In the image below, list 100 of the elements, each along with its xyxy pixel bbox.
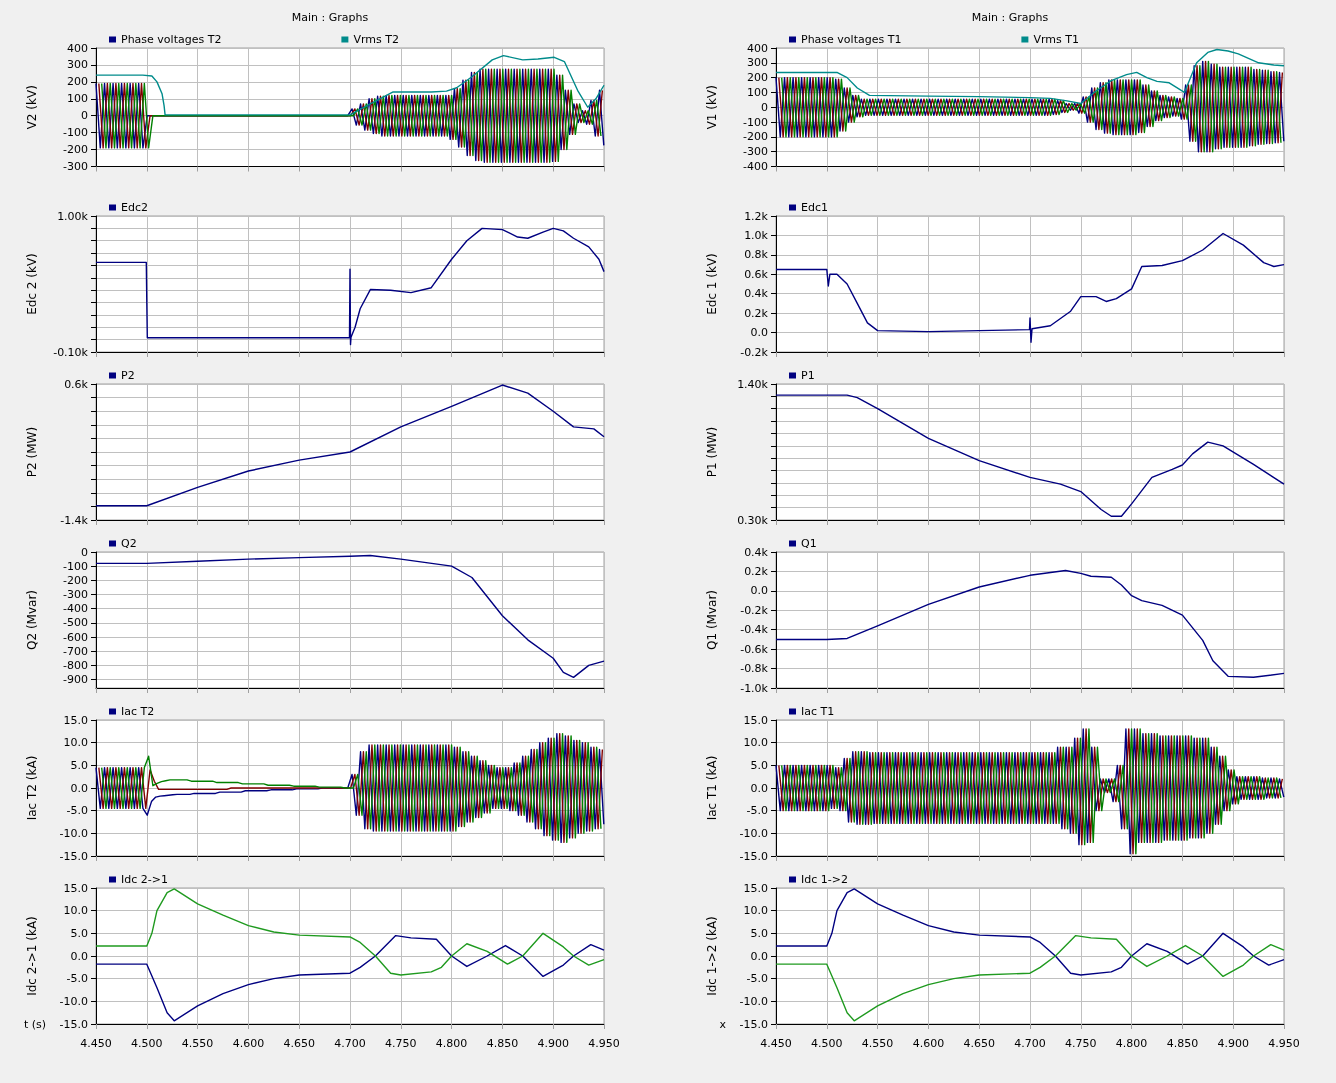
legend-label: Idc 2->1 <box>121 873 168 886</box>
y-tick-label: -800 <box>63 658 88 672</box>
y-tick-label: 0.30k <box>737 513 769 527</box>
y-tick-label: -15.0 <box>739 849 768 863</box>
y-tick-label: 0.0 <box>70 949 88 963</box>
y-tick-label: 15.0 <box>63 881 88 895</box>
y-tick-label: 0.6k <box>64 377 89 391</box>
x-tick-label: 4.500 <box>811 1037 843 1050</box>
y-tick-label: 1.00k <box>57 209 89 223</box>
y-tick-label: -1.4k <box>60 513 89 527</box>
legend-label: Iac T1 <box>801 705 835 718</box>
y-tick-label: -15.0 <box>59 849 88 863</box>
y-axis-title: Idc 2->1 (kA) <box>25 916 39 996</box>
y-tick-label: 200 <box>747 71 768 85</box>
x-tick-label: 4.600 <box>232 1037 265 1050</box>
y-tick-label: -15.0 <box>739 1017 768 1031</box>
y-tick-label: 10.0 <box>743 904 768 918</box>
y-tick-label: 100 <box>67 92 88 106</box>
y-tick-label: -100 <box>63 559 88 573</box>
y-tick-label: 10.0 <box>743 736 768 750</box>
y-tick-label: 1.2k <box>744 209 769 223</box>
y-axis-title: Iac T2 (kA) <box>25 755 39 821</box>
y-tick-label: 0.6k <box>744 267 769 281</box>
x-tick-label: 4.700 <box>1014 1037 1046 1050</box>
y-tick-label: 0.0 <box>70 781 88 795</box>
y-tick-label: 0 <box>81 109 88 123</box>
y-axis-title: V1 (kV) <box>705 85 719 130</box>
y-tick-label: -900 <box>63 673 88 686</box>
y-axis-title: Q1 (Mvar) <box>705 590 719 650</box>
y-axis-title: Q2 (Mvar) <box>25 590 39 650</box>
y-tick-label: -5.0 <box>746 804 768 818</box>
y-tick-label: -0.4k <box>740 623 769 637</box>
legend-label: Phase voltages T1 <box>801 33 902 46</box>
x-tick-label: 4.950 <box>1268 1037 1300 1050</box>
y-tick-label: -600 <box>63 630 88 644</box>
line-series <box>775 232 1285 343</box>
y-tick-label: 0 <box>761 100 768 114</box>
y-tick-label: -0.2k <box>740 345 769 359</box>
legend-label: Edc2 <box>121 201 148 214</box>
y-tick-label: -5.0 <box>746 972 768 986</box>
y-tick-label: -1.0k <box>740 681 769 695</box>
y-tick-label: -200 <box>63 143 88 157</box>
x-axis-title: x <box>719 1017 727 1031</box>
x-tick-label: 4.700 <box>334 1037 366 1050</box>
x-tick-label: 4.650 <box>283 1037 315 1050</box>
y-tick-label: 400 <box>67 41 88 55</box>
y-tick-label: -0.10k <box>53 345 89 359</box>
x-tick-label: 4.450 <box>760 1037 792 1050</box>
x-tick-label: 4.950 <box>588 1037 620 1050</box>
y-tick-label: 5.0 <box>750 926 768 940</box>
y-tick-label: 5.0 <box>70 926 88 940</box>
x-tick-label: 4.850 <box>486 1037 519 1050</box>
x-tick-label: 4.850 <box>1166 1037 1199 1050</box>
legend-label: P1 <box>801 369 815 382</box>
y-tick-label: -200 <box>743 130 768 144</box>
y-tick-label: -300 <box>63 588 88 601</box>
x-tick-label: 4.750 <box>1065 1037 1097 1050</box>
y-tick-label: 200 <box>67 75 88 89</box>
legend-label: Phase voltages T2 <box>121 33 222 46</box>
y-tick-label: 0.4k <box>744 545 769 559</box>
x-tick-label: 4.900 <box>537 1037 569 1050</box>
y-axis-title: Edc 1 (kV) <box>705 253 719 315</box>
y-tick-label: 300 <box>67 58 88 72</box>
y-tick-label: 300 <box>747 56 768 70</box>
y-tick-label: -200 <box>63 573 88 587</box>
x-axis-title: t (s) <box>23 1017 46 1031</box>
y-tick-label: -0.6k <box>740 642 769 656</box>
y-tick-label: -0.8k <box>740 662 769 676</box>
x-tick-label: 4.650 <box>963 1037 995 1050</box>
y-tick-label: 400 <box>747 41 768 55</box>
x-tick-label: 4.750 <box>385 1037 417 1050</box>
y-tick-label: 0.0 <box>750 326 768 340</box>
y-tick-label: 15.0 <box>63 713 88 727</box>
legend-label: Q1 <box>801 537 817 550</box>
y-tick-label: 100 <box>747 85 768 99</box>
y-tick-label: 10.0 <box>63 904 88 918</box>
legend-label: Q2 <box>121 537 137 550</box>
y-axis-title: P1 (MW) <box>705 426 719 478</box>
y-tick-label: 10.0 <box>63 736 88 750</box>
x-tick-label: 4.600 <box>912 1037 945 1050</box>
chart-title: Main : Graphs <box>971 11 1049 24</box>
y-axis-title: Iac T1 (kA) <box>705 755 719 821</box>
y-tick-label: 15.0 <box>743 881 768 895</box>
x-tick-label: 4.500 <box>131 1037 163 1050</box>
legend-label: P2 <box>121 369 135 382</box>
y-tick-label: 0.4k <box>744 287 769 301</box>
y-tick-label: -5.0 <box>66 804 88 818</box>
y-tick-label: -15.0 <box>59 1017 88 1031</box>
y-tick-label: -400 <box>63 602 88 616</box>
y-tick-label: 1.40k <box>737 377 769 391</box>
y-tick-label: -10.0 <box>739 826 768 840</box>
y-tick-label: -0.2k <box>740 603 769 617</box>
x-tick-label: 4.800 <box>435 1037 468 1050</box>
y-axis-title: Idc 1->2 (kA) <box>705 916 719 996</box>
y-axis-title: Edc 2 (kV) <box>25 253 39 315</box>
legend-label: Edc1 <box>801 201 828 214</box>
y-tick-label: 5.0 <box>70 758 88 772</box>
y-tick-label: -10.0 <box>59 994 88 1008</box>
y-tick-label: 0.0 <box>750 584 768 598</box>
x-tick-label: 4.550 <box>861 1037 894 1050</box>
